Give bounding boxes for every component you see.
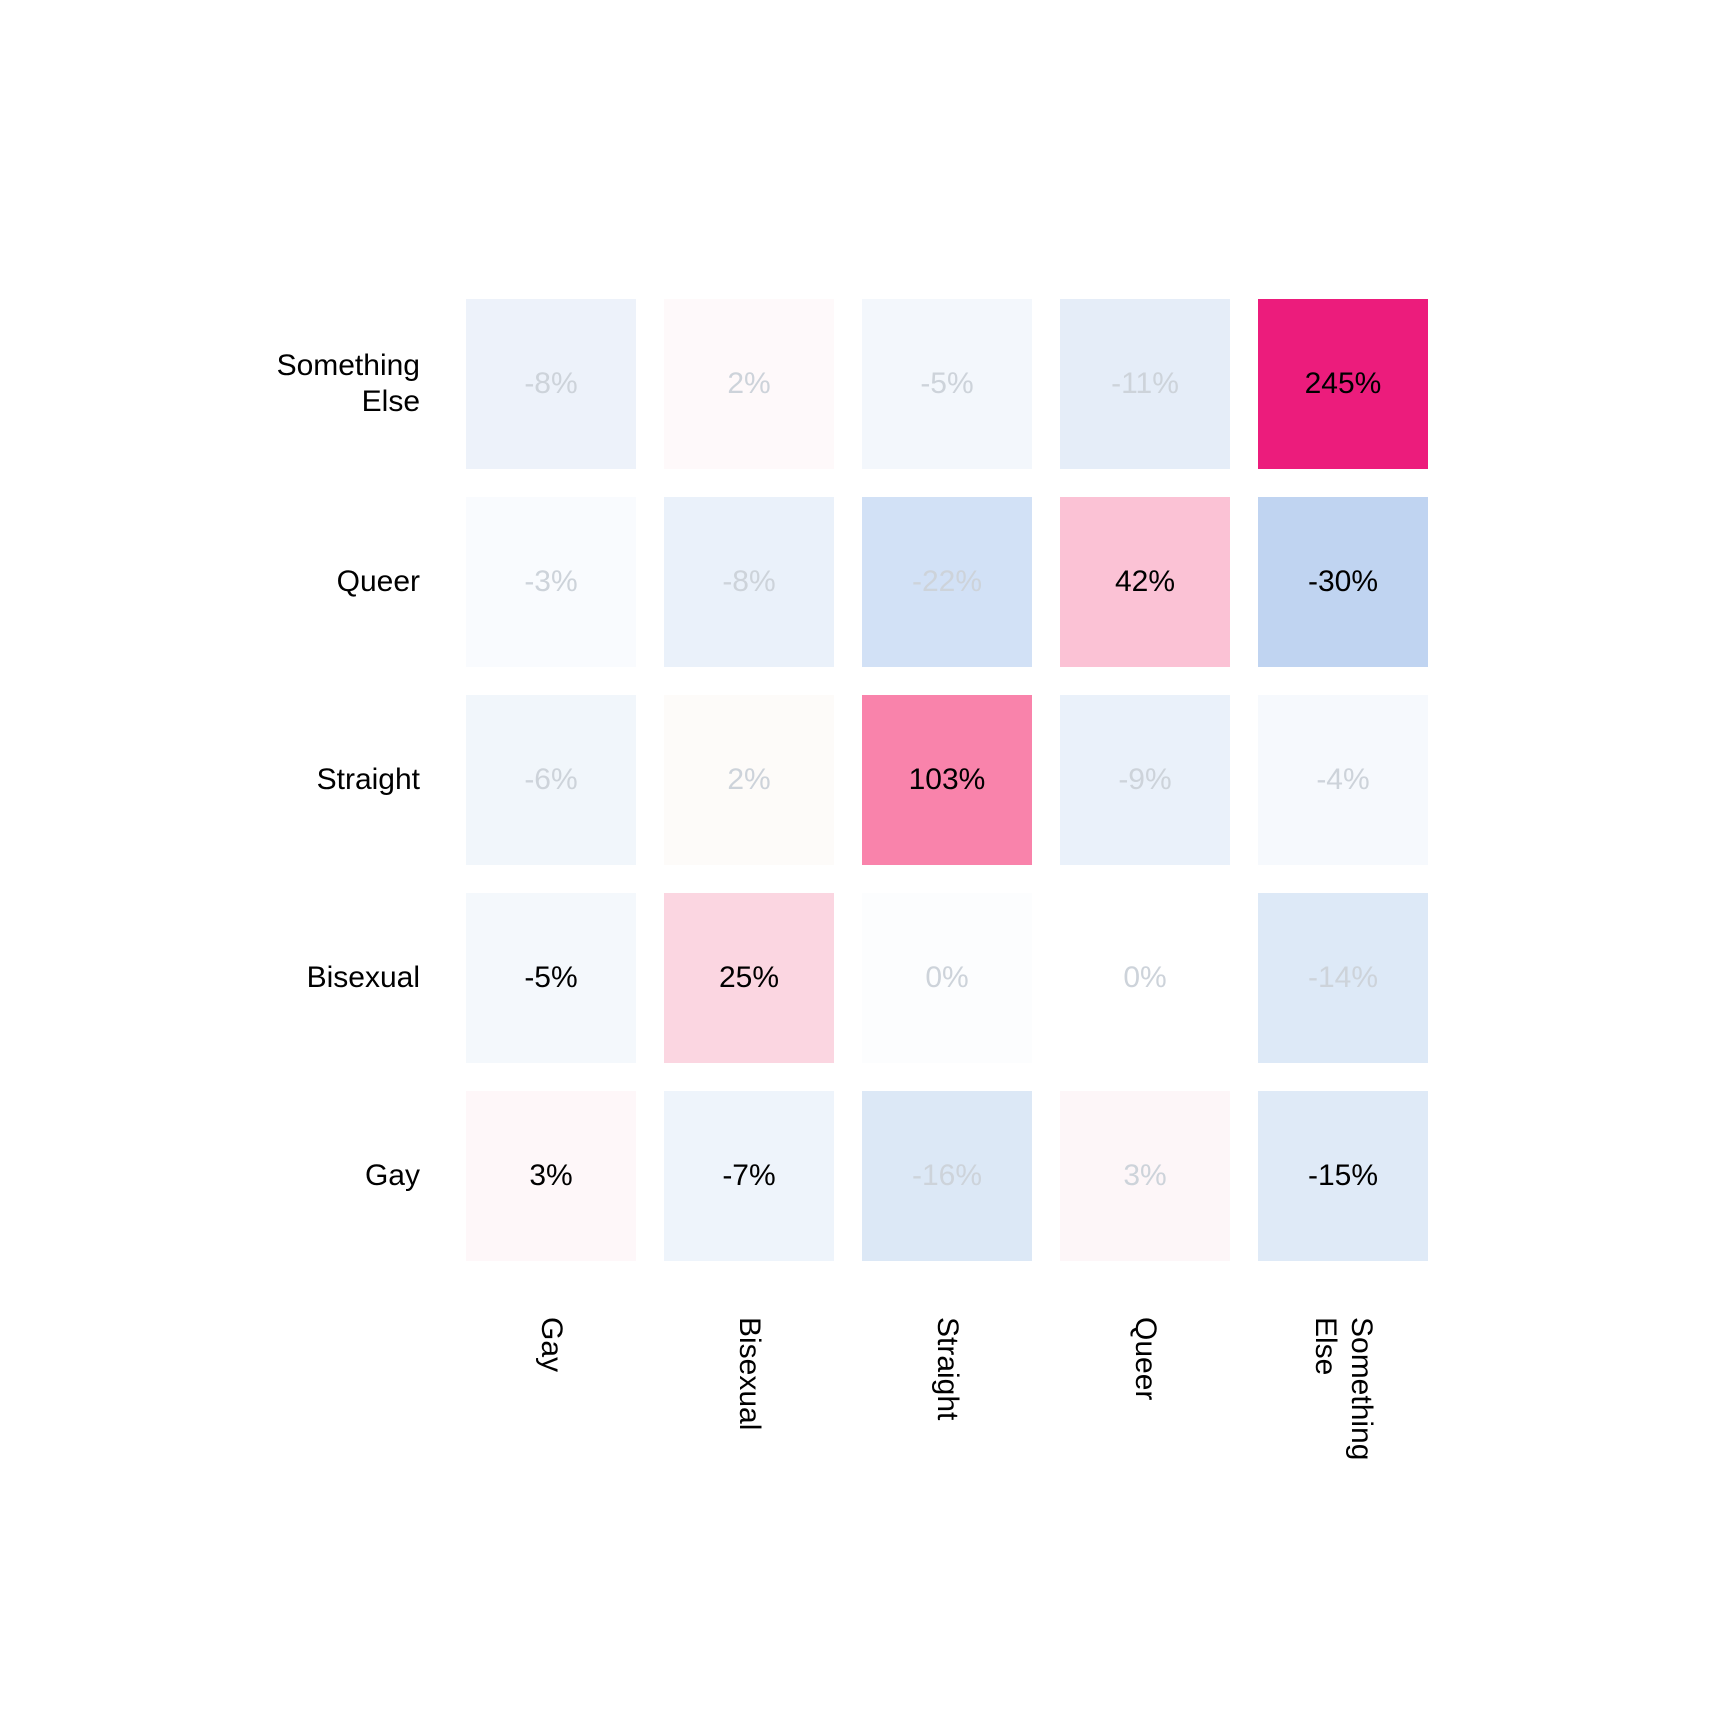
y-axis-label: Queer xyxy=(336,565,420,598)
heatmap-cell: -3% xyxy=(466,497,636,667)
axis-corner-spacer xyxy=(200,1289,438,1524)
heatmap-grid: Something Else -8% 2% -5% -11% 245% Quee… xyxy=(200,299,1428,1524)
x-axis-label: Gay xyxy=(466,1289,636,1524)
x-axis-label-text: Straight xyxy=(931,1317,964,1421)
x-axis-label: Bisexual xyxy=(664,1289,834,1524)
x-axis-label: Straight xyxy=(862,1289,1032,1524)
y-axis-label: Straight xyxy=(316,763,420,796)
y-axis-label: Something Else xyxy=(276,349,420,418)
heatmap-cell: -6% xyxy=(466,695,636,865)
x-axis-label-text: Bisexual xyxy=(733,1317,766,1431)
heatmap-cell: -14% xyxy=(1258,893,1428,1063)
heatmap-cell: -16% xyxy=(862,1091,1032,1261)
heatmap-cell: 0% xyxy=(1060,893,1230,1063)
heatmap-cell: 245% xyxy=(1258,299,1428,469)
x-axis-label-text: Gay xyxy=(535,1317,568,1373)
x-axis-label: Something Else xyxy=(1258,1289,1428,1524)
x-axis-label-text: Something Else xyxy=(1309,1317,1378,1461)
heatmap-cell: -11% xyxy=(1060,299,1230,469)
heatmap-cell: 3% xyxy=(466,1091,636,1261)
heatmap-cell: 103% xyxy=(862,695,1032,865)
y-axis-label: Bisexual xyxy=(306,961,420,994)
heatmap-cell: -30% xyxy=(1258,497,1428,667)
heatmap-cell: 0% xyxy=(862,893,1032,1063)
heatmap-cell: 25% xyxy=(664,893,834,1063)
heatmap-cell: -22% xyxy=(862,497,1032,667)
heatmap-figure: Something Else -8% 2% -5% -11% 245% Quee… xyxy=(200,299,1428,1524)
y-axis-label: Gay xyxy=(364,1159,420,1192)
heatmap-cell: -9% xyxy=(1060,695,1230,865)
heatmap-cell: -15% xyxy=(1258,1091,1428,1261)
x-axis-label-text: Queer xyxy=(1129,1317,1162,1401)
heatmap-cell: -5% xyxy=(862,299,1032,469)
heatmap-cell: 3% xyxy=(1060,1091,1230,1261)
heatmap-cell: 2% xyxy=(664,695,834,865)
heatmap-cell: 42% xyxy=(1060,497,1230,667)
heatmap-cell: -7% xyxy=(664,1091,834,1261)
heatmap-cell: -8% xyxy=(466,299,636,469)
x-axis-label: Queer xyxy=(1060,1289,1230,1524)
heatmap-cell: -8% xyxy=(664,497,834,667)
heatmap-cell: -4% xyxy=(1258,695,1428,865)
heatmap-cell: -5% xyxy=(466,893,636,1063)
heatmap-cell: 2% xyxy=(664,299,834,469)
